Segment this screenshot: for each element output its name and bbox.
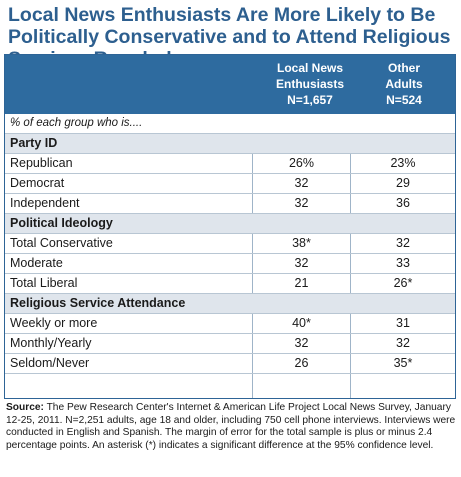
source-text: The Pew Research Center's Internet & Ame… bbox=[6, 402, 456, 451]
section-heading: Political Ideology bbox=[10, 216, 113, 230]
column-header-enthusiasts: Local News Enthusiasts N=1,657 bbox=[255, 60, 365, 108]
table-row: Seldom/Never 26 35* bbox=[5, 354, 455, 374]
row-label: Weekly or more bbox=[10, 316, 98, 330]
cell-enthusiasts: 26% bbox=[288, 156, 315, 170]
source-note: Source: The Pew Research Center's Intern… bbox=[6, 402, 456, 452]
cell-other-adults: 31 bbox=[396, 316, 410, 330]
row-label: Democrat bbox=[10, 176, 65, 190]
column-header-other-adults: Other Adults N=524 bbox=[349, 60, 459, 108]
column-header-line: Enthusiasts bbox=[275, 77, 344, 91]
section-heading-row: Party ID bbox=[5, 134, 455, 154]
cell-other-adults: 33 bbox=[396, 256, 410, 270]
row-label: Republican bbox=[10, 156, 73, 170]
row-label: Total Liberal bbox=[10, 276, 78, 290]
table-note-row: % of each group who is.... bbox=[5, 114, 455, 134]
table-row: Total Liberal 21 26* bbox=[5, 274, 455, 294]
table-row: Weekly or more 40* 31 bbox=[5, 314, 455, 334]
table-row: Moderate 32 33 bbox=[5, 254, 455, 274]
table-row: Republican 26% 23% bbox=[5, 154, 455, 174]
table-row: Independent 32 36 bbox=[5, 194, 455, 214]
cell-enthusiasts: 32 bbox=[294, 256, 309, 270]
row-label: Monthly/Yearly bbox=[10, 336, 92, 350]
section-heading-row: Religious Service Attendance bbox=[5, 294, 455, 314]
column-header-line: N=524 bbox=[386, 93, 422, 107]
cell-other-adults: 32 bbox=[396, 336, 410, 350]
cell-enthusiasts: 32 bbox=[294, 196, 309, 210]
cell-enthusiasts: 32 bbox=[294, 336, 309, 350]
cell-enthusiasts: 26 bbox=[294, 356, 309, 370]
section-heading: Religious Service Attendance bbox=[10, 296, 186, 310]
cell-other-adults: 23% bbox=[390, 156, 416, 170]
row-label: Moderate bbox=[10, 256, 63, 270]
row-label: Independent bbox=[10, 196, 80, 210]
row-label: Total Conservative bbox=[10, 236, 113, 250]
table-header: Local News Enthusiasts N=1,657 Other Adu… bbox=[5, 55, 455, 115]
column-header-line: Local News bbox=[276, 61, 344, 75]
cell-enthusiasts: 38* bbox=[292, 236, 311, 250]
data-table: Local News Enthusiasts N=1,657 Other Adu… bbox=[4, 54, 456, 399]
section-heading-row: Political Ideology bbox=[5, 214, 455, 234]
table-row: Democrat 32 29 bbox=[5, 174, 455, 194]
cell-other-adults: 32 bbox=[396, 236, 410, 250]
column-header-line: Adults bbox=[385, 77, 423, 91]
cell-enthusiasts: 32 bbox=[294, 176, 309, 190]
column-header-line: Other bbox=[387, 61, 420, 75]
table-row: Total Conservative 38* 32 bbox=[5, 234, 455, 254]
table-note: % of each group who is.... bbox=[10, 117, 143, 129]
cell-other-adults: 35* bbox=[393, 356, 413, 370]
cell-enthusiasts: 40* bbox=[292, 316, 311, 330]
section-heading: Party ID bbox=[10, 136, 58, 150]
row-label: Seldom/Never bbox=[10, 356, 90, 370]
cell-other-adults: 29 bbox=[396, 176, 410, 190]
column-header-line: N=1,657 bbox=[287, 93, 333, 107]
cell-other-adults: 26* bbox=[393, 276, 413, 290]
table-row: Monthly/Yearly 32 32 bbox=[5, 334, 455, 354]
cell-other-adults: 36 bbox=[396, 196, 410, 210]
source-label: Source: bbox=[6, 402, 44, 413]
cell-enthusiasts: 21 bbox=[294, 276, 309, 290]
